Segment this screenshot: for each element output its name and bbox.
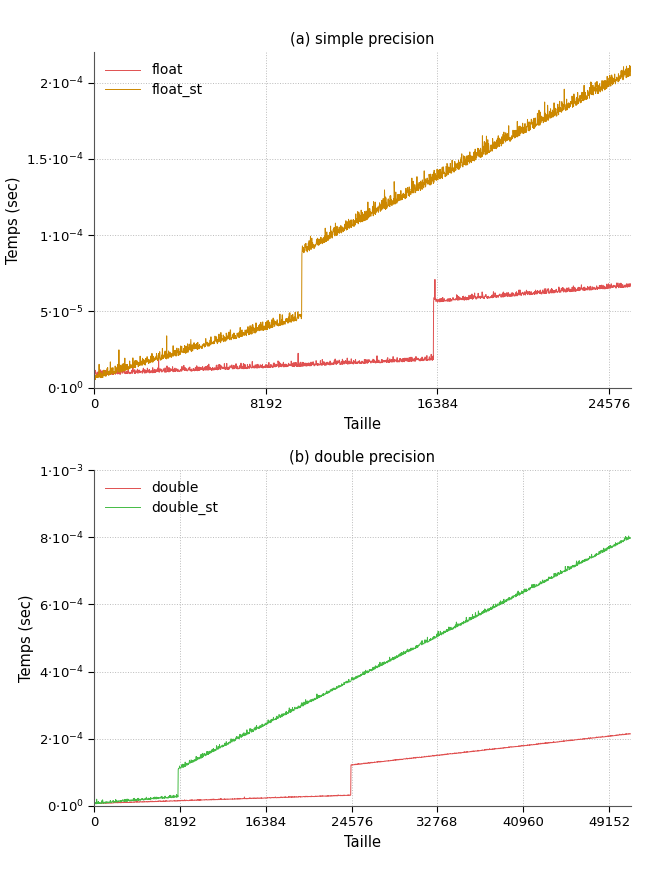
float	[118, 367, 126, 377]
double_st	[91, 799, 99, 809]
double	[337, 790, 345, 800]
float_st	[626, 60, 634, 71]
float	[352, 355, 359, 366]
float	[627, 279, 634, 289]
double	[90, 798, 98, 808]
float_st	[337, 221, 345, 232]
Line: float: float	[94, 280, 630, 375]
Line: double_st: double_st	[94, 536, 630, 804]
double_st	[611, 540, 619, 550]
float	[431, 274, 439, 285]
double	[627, 729, 634, 739]
float_st	[611, 75, 619, 85]
float_st	[627, 65, 634, 76]
double_st	[625, 530, 632, 541]
float	[92, 370, 100, 381]
double_st	[627, 533, 634, 544]
Y-axis label: Temps (sec): Temps (sec)	[19, 594, 34, 682]
float	[612, 282, 619, 293]
double	[118, 797, 126, 807]
double_st	[118, 796, 126, 807]
double_st	[352, 672, 359, 683]
double_st	[337, 680, 345, 691]
float_st	[352, 219, 359, 229]
Y-axis label: Temps (sec): Temps (sec)	[6, 176, 21, 264]
Title: (a) simple precision: (a) simple precision	[290, 32, 435, 47]
X-axis label: Taille: Taille	[344, 416, 381, 431]
float	[90, 366, 98, 376]
double	[611, 730, 619, 740]
double	[622, 728, 630, 739]
float	[611, 282, 619, 293]
double	[352, 759, 359, 769]
Legend: double, double_st: double, double_st	[101, 477, 222, 519]
float_st	[91, 375, 99, 385]
double	[92, 799, 99, 809]
float_st	[611, 75, 619, 85]
float_st	[118, 363, 126, 374]
Title: (b) double precision: (b) double precision	[289, 450, 436, 465]
Line: double: double	[94, 733, 630, 804]
double_st	[513, 590, 521, 600]
double_st	[90, 797, 98, 807]
float	[513, 291, 521, 301]
Line: float_st: float_st	[94, 65, 630, 380]
float_st	[90, 368, 98, 378]
double_st	[611, 541, 619, 551]
X-axis label: Taille: Taille	[344, 834, 381, 849]
float	[337, 356, 345, 367]
Legend: float, float_st: float, float_st	[101, 59, 207, 101]
double	[513, 741, 521, 752]
float_st	[513, 129, 521, 139]
double	[611, 731, 619, 741]
